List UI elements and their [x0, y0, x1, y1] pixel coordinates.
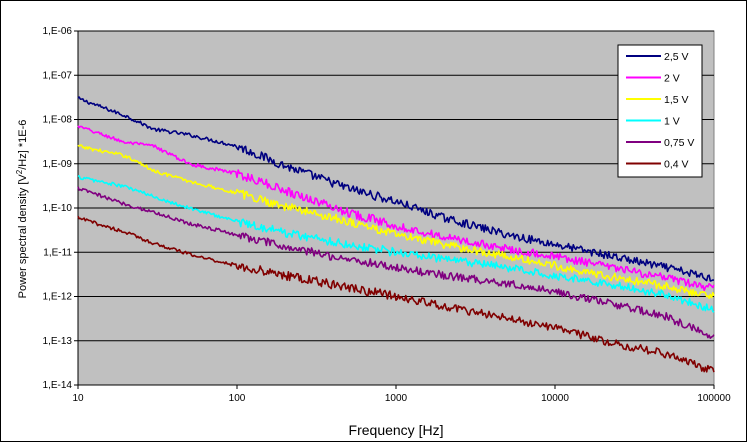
y-tick-label: 1,E-13 — [43, 336, 73, 347]
legend-entry-label: 1,5 V — [664, 94, 689, 106]
series-line — [77, 175, 715, 313]
y-tick-label: 1,E-10 — [43, 203, 73, 214]
legend-entry-label: 0,75 V — [664, 137, 694, 149]
y-tick-label: 1,E-07 — [43, 70, 73, 81]
legend-entry-label: 1 V — [664, 116, 680, 128]
y-tick-label: 1,E-08 — [43, 115, 73, 126]
series-line — [77, 125, 715, 292]
y-axis-title-suffix: /Hz] *1E-6 — [17, 120, 29, 170]
y-axis-title: Power spectral density [V2/Hz] *1E-6 — [15, 120, 29, 299]
series-line — [77, 215, 715, 373]
y-tick-label: 1,E-06 — [43, 26, 73, 37]
x-tick-label: 1000 — [385, 393, 408, 404]
series-line — [77, 186, 715, 339]
y-tick-label: 1,E-14 — [43, 380, 73, 391]
x-tick-label: 100 — [229, 393, 246, 404]
x-tick-label: 100000 — [697, 393, 731, 404]
y-tick-label: 1,E-11 — [43, 247, 72, 258]
y-tick-label: 1,E-12 — [43, 292, 73, 303]
legend: 2,5 V 2 V 1,5 V 1 V 0,75 V 0,4 V — [617, 44, 703, 178]
x-axis-title: Frequency [Hz] — [349, 422, 444, 438]
y-tick-label: 1,E-09 — [43, 159, 73, 170]
x-tick-label: 10 — [72, 393, 84, 404]
legend-entry-label: 2 V — [664, 73, 680, 85]
y-axis-title-prefix: Power spectral density [V — [17, 174, 29, 299]
y-axis-title-sup: 2 — [15, 169, 24, 174]
series-line — [77, 96, 715, 282]
legend-entry-label: 2,5 V — [664, 51, 689, 63]
legend-entry-label: 0,4 V — [664, 159, 689, 171]
x-tick-label: 10000 — [541, 393, 569, 404]
series-line — [77, 144, 715, 299]
legend-box — [617, 44, 703, 178]
